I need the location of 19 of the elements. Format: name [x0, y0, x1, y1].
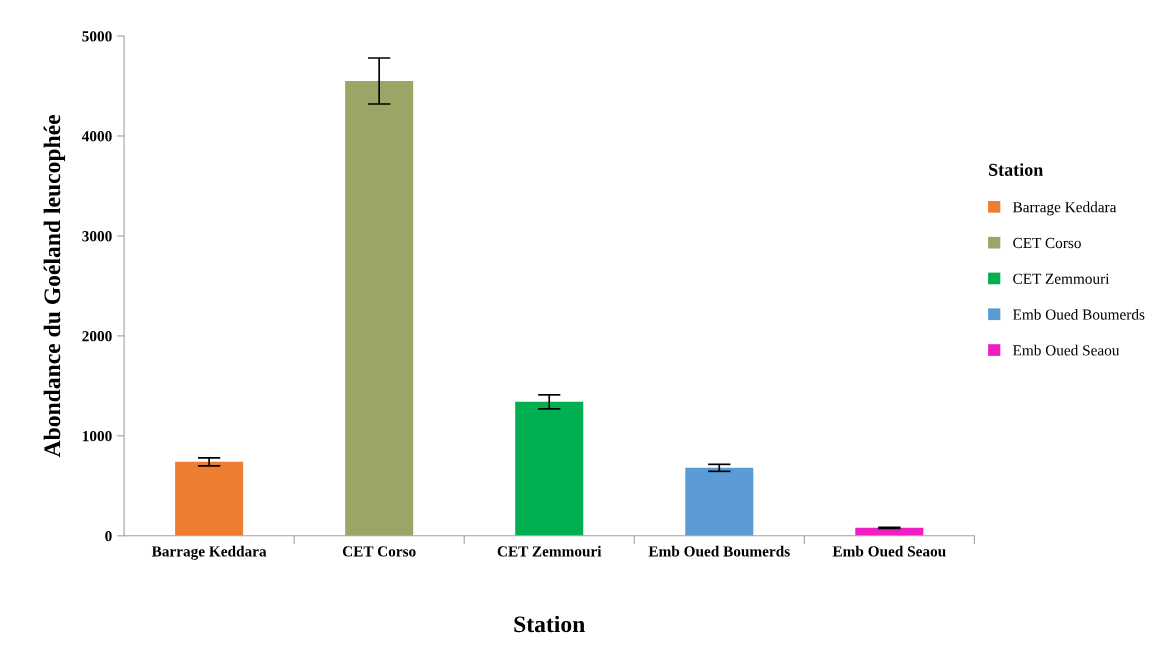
- x-tick-label: Barrage Keddara: [151, 545, 267, 560]
- y-axis-title: Abondance du Goéland leucophée: [43, 114, 66, 458]
- legend-label: CET Corso: [1013, 237, 1081, 249]
- y-tick-label: 5000: [82, 31, 112, 42]
- legend-label: Emb Oued Seaou: [1012, 344, 1120, 356]
- y-tick-label: 0: [105, 530, 112, 542]
- x-tick-label: Emb Oued Seaou: [832, 545, 946, 557]
- x-tick-label: CET Corso: [342, 546, 416, 557]
- legend-label: CET Zemmouri: [1013, 273, 1110, 284]
- legend-label: Emb Oued Boumerds: [1012, 308, 1145, 320]
- y-tick-label: 3000: [82, 231, 112, 242]
- x-tick-label: CET Zemmouri: [497, 545, 602, 557]
- y-tick-label: 2000: [82, 331, 112, 342]
- x-axis-title: Station: [514, 615, 585, 633]
- y-tick-label: 1000: [82, 430, 112, 442]
- x-tick-label: Emb Oued Boumerds: [648, 545, 790, 557]
- y-tick-label: 4000: [81, 131, 112, 142]
- legend-title: Station: [989, 163, 1044, 176]
- legend-label: Barrage Keddara: [1012, 201, 1117, 216]
